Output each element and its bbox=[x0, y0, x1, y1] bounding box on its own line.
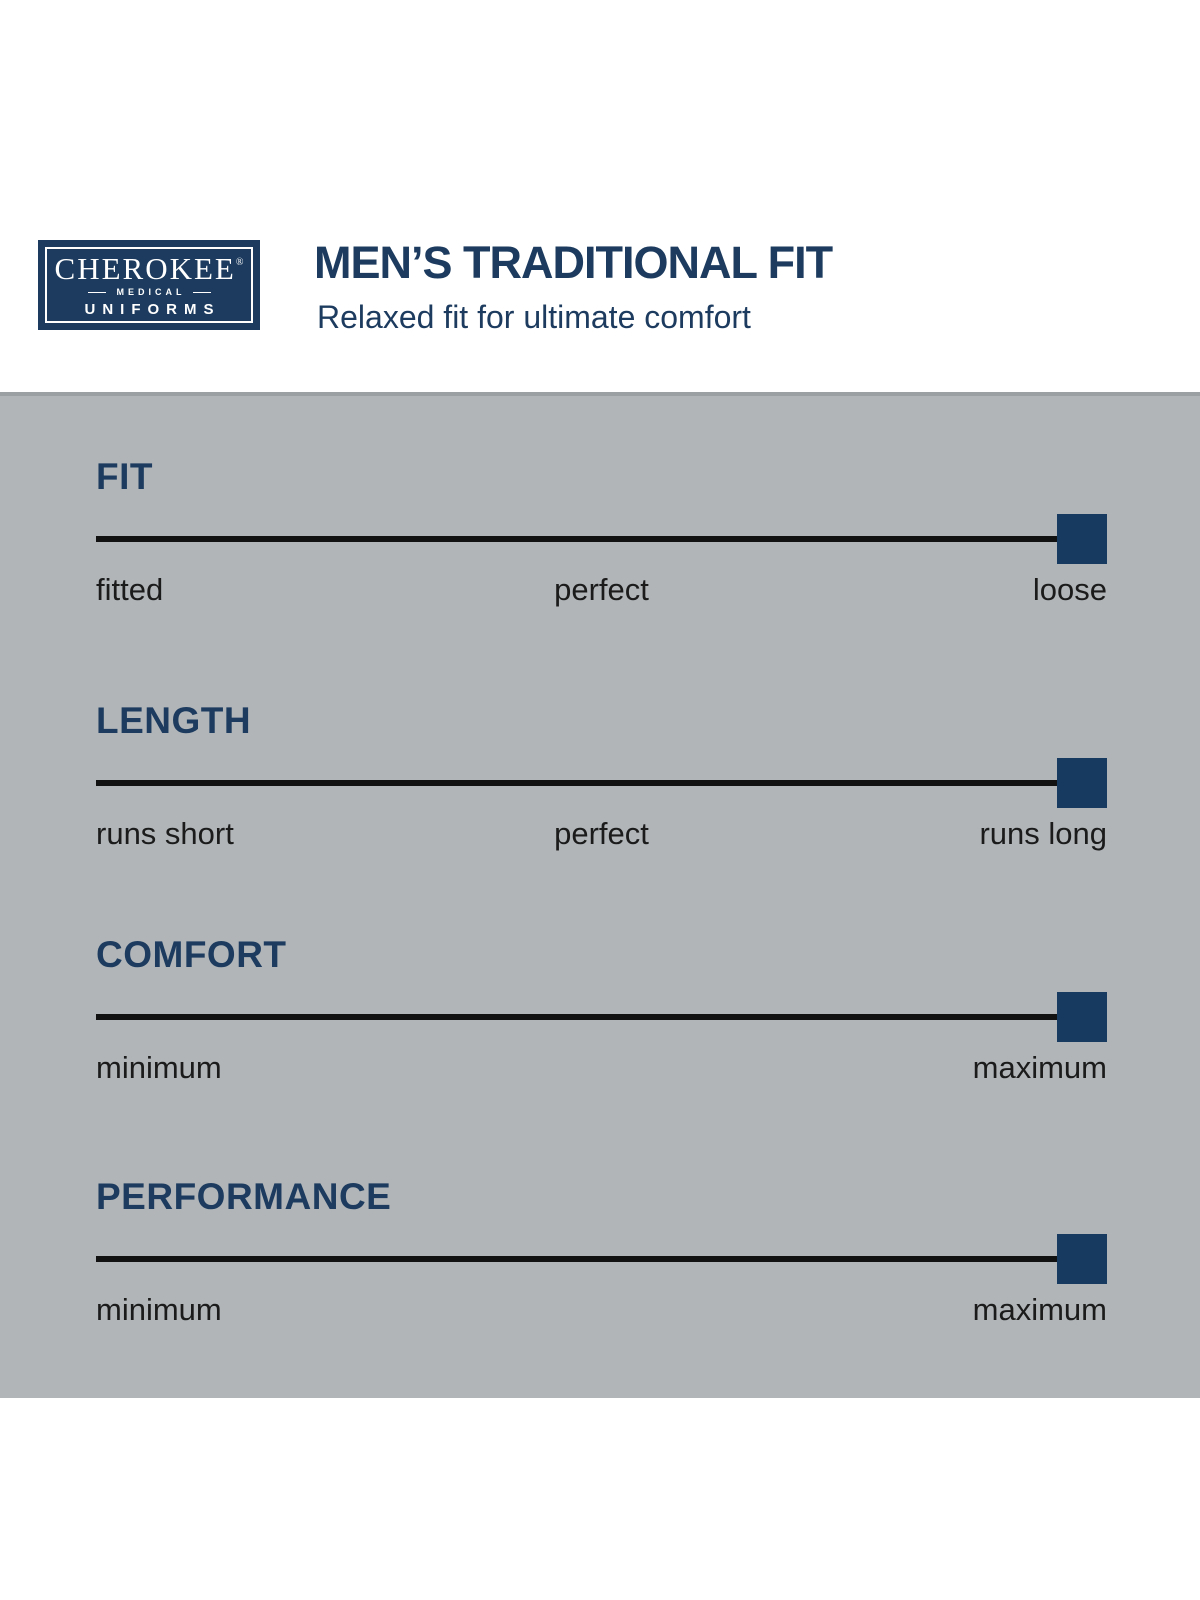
fit-marker bbox=[1056, 514, 1107, 564]
page-subtitle: Relaxed fit for ultimate comfort bbox=[317, 299, 751, 335]
section-comfort: COMFORT minimum maximum bbox=[96, 936, 1107, 1086]
fit-right-label: loose bbox=[1032, 572, 1107, 607]
comfort-slider-track bbox=[96, 991, 1107, 1043]
length-slider-track bbox=[96, 757, 1107, 809]
performance-slider-track bbox=[96, 1233, 1107, 1285]
performance-heading: PERFORMANCE bbox=[96, 1176, 392, 1217]
performance-labels: minimum maximum bbox=[96, 1292, 1107, 1328]
brand-uniforms-label: UNIFORMS bbox=[84, 301, 221, 318]
brand-name-text: CHEROKEE bbox=[54, 251, 236, 286]
performance-track-line bbox=[96, 1256, 1107, 1262]
comfort-heading: COMFORT bbox=[96, 934, 287, 975]
length-marker bbox=[1056, 758, 1107, 808]
performance-marker bbox=[1056, 1234, 1107, 1284]
cherokee-logo-frame: CHEROKEE® MEDICAL UNIFORMS bbox=[45, 247, 253, 323]
fit-labels: fitted perfect loose bbox=[96, 572, 1107, 608]
length-heading: LENGTH bbox=[96, 700, 252, 741]
performance-left-label: minimum bbox=[96, 1292, 222, 1327]
cherokee-logo: CHEROKEE® MEDICAL UNIFORMS bbox=[38, 240, 260, 330]
brand-medical-row: MEDICAL bbox=[87, 287, 211, 297]
comfort-track-line bbox=[96, 1014, 1107, 1020]
fit-center-label: perfect bbox=[554, 572, 649, 607]
registered-trademark-symbol: ® bbox=[235, 257, 244, 268]
page-title: MEN’S TRADITIONAL FIT bbox=[314, 237, 833, 288]
length-center-label: perfect bbox=[554, 816, 649, 851]
comfort-left-label: minimum bbox=[96, 1050, 222, 1085]
fit-left-label: fitted bbox=[96, 572, 164, 607]
fit-track-line bbox=[96, 536, 1107, 542]
fit-slider-track bbox=[96, 513, 1107, 565]
brand-name: CHEROKEE® bbox=[55, 253, 244, 284]
fit-heading: FIT bbox=[96, 456, 153, 497]
comfort-labels: minimum maximum bbox=[96, 1050, 1107, 1086]
fit-scales-panel: FIT fitted perfect loose LENGTH runs sho… bbox=[0, 392, 1200, 1398]
left-dash-rule bbox=[87, 292, 106, 293]
comfort-marker bbox=[1056, 992, 1107, 1042]
length-track-line bbox=[96, 780, 1107, 786]
section-length: LENGTH runs short perfect runs long bbox=[96, 702, 1107, 852]
length-right-label: runs long bbox=[979, 816, 1107, 851]
section-fit: FIT fitted perfect loose bbox=[96, 458, 1107, 608]
comfort-right-label: maximum bbox=[972, 1050, 1107, 1085]
brand-medical-label: MEDICAL bbox=[116, 287, 186, 297]
length-left-label: runs short bbox=[96, 816, 234, 851]
right-dash-rule bbox=[192, 292, 211, 293]
performance-right-label: maximum bbox=[972, 1292, 1107, 1327]
length-labels: runs short perfect runs long bbox=[96, 816, 1107, 852]
section-performance: PERFORMANCE minimum maximum bbox=[96, 1178, 1107, 1328]
